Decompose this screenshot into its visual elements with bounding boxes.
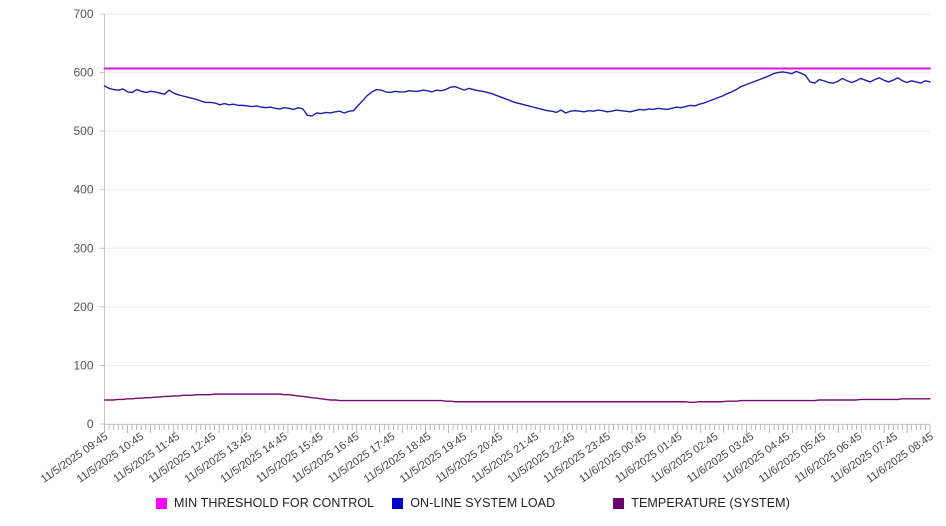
x-axis-tick-label: 11/6/2025 08:45 — [864, 431, 935, 486]
legend-swatch-online-system-load — [392, 497, 404, 509]
y-axis-tick-labels: 0 100 200 300 400 500 600 700 — [73, 7, 93, 431]
x-axis-minor-ticks — [104, 425, 931, 433]
y-axis-tick-label: 600 — [73, 66, 93, 80]
line-chart-plot: 0 100 200 300 400 500 600 700 11/5/2025 09:4511… — [39, 7, 936, 486]
legend-swatch-temperature-system — [613, 497, 625, 509]
grid-lines — [104, 13, 930, 425]
legend-item-min-threshold[interactable]: MIN THRESHOLD FOR CONTROL — [156, 496, 374, 510]
y-axis-tick-label: 200 — [73, 300, 93, 314]
legend-label-online-system-load: ON-LINE SYSTEM LOAD — [410, 496, 556, 510]
y-axis-tick-label: 300 — [73, 241, 93, 255]
y-axis-tick-label: 400 — [73, 183, 93, 197]
legend-item-temperature-system[interactable]: TEMPERATURE (SYSTEM) — [613, 496, 790, 510]
series-lines — [103, 67, 931, 404]
series-line — [103, 70, 931, 117]
y-axis-tick-label: 700 — [73, 7, 93, 21]
legend-item-online-system-load[interactable]: ON-LINE SYSTEM LOAD — [392, 496, 555, 510]
legend-swatch-min-threshold — [156, 497, 168, 509]
legend-label-temperature-system: TEMPERATURE (SYSTEM) — [631, 496, 790, 510]
y-axis-tick-marks — [99, 13, 105, 425]
series-line — [103, 393, 931, 404]
y-axis-tick-label: 500 — [73, 124, 93, 138]
legend-label-min-threshold: MIN THRESHOLD FOR CONTROL — [174, 496, 375, 510]
y-axis-tick-label: 100 — [73, 358, 93, 372]
chart-legend: MIN THRESHOLD FOR CONTROL ON-LINE SYSTEM… — [0, 496, 946, 510]
y-axis-tick-label: 0 — [87, 417, 94, 431]
